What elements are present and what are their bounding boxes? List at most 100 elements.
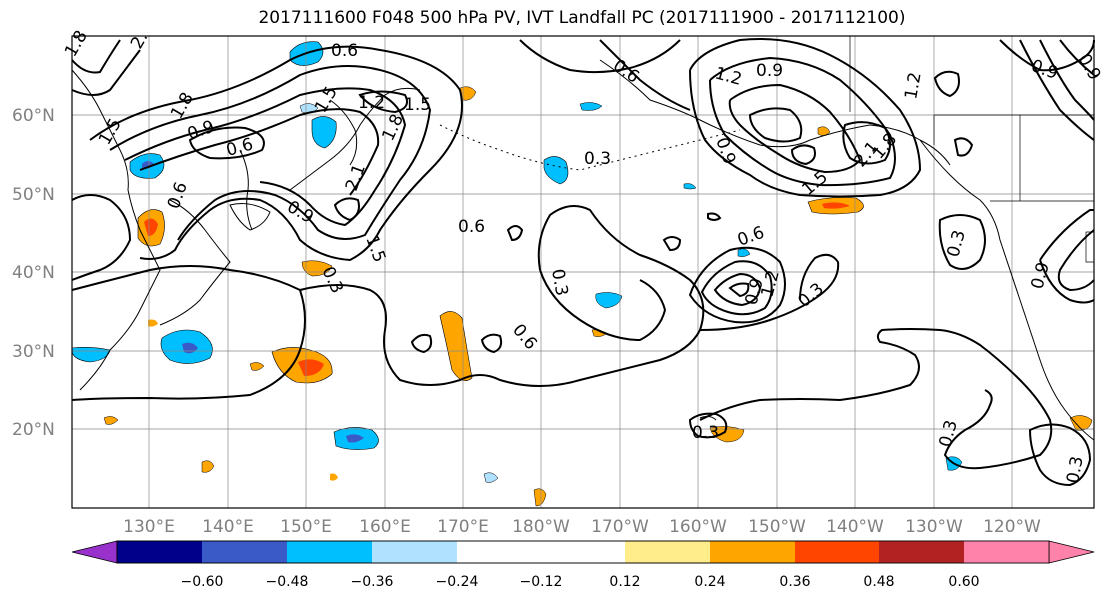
positive-anomaly-patch: [201, 460, 215, 473]
lon-label: 130°W: [905, 517, 963, 537]
contour-label: 0.3: [547, 267, 571, 297]
colorbar-segment: [964, 541, 1049, 563]
map-frame: [71, 35, 1095, 509]
lat-label: 60°N: [12, 106, 55, 126]
contour-label: 0.9: [756, 61, 783, 81]
colorbar-segment: [117, 541, 202, 563]
contour-label: 1.2: [713, 64, 744, 90]
coastlines: [71, 59, 1095, 441]
contour-label: 0.6: [458, 217, 485, 237]
contour-label: 1.2: [901, 71, 925, 101]
positive-anomaly-patch: [330, 473, 338, 481]
colorbar: [71, 540, 1095, 564]
contour-label: 0.9: [1028, 260, 1054, 291]
positive-anomaly-patch: [298, 359, 324, 376]
contour-label: 1.8: [61, 27, 92, 60]
negative-anomaly-patch: [683, 183, 697, 190]
negative-anomaly-patch: [311, 116, 337, 149]
lon-label: 130°E: [123, 517, 175, 537]
contour-label: 0.3: [584, 149, 611, 169]
colorbar-tick-label: −0.48: [266, 574, 309, 590]
borders: [849, 36, 1094, 263]
longitude-axis: 130°E 140°E 150°E 160°E 170°E 180°W 170°…: [123, 517, 1041, 537]
colorbar-tick-label: −0.24: [436, 574, 479, 590]
colorbar-tick-label: −0.12: [520, 574, 563, 590]
lon-label: 120°W: [983, 517, 1041, 537]
contour-label: 0.3: [936, 418, 962, 449]
lat-label: 40°N: [12, 263, 55, 283]
colorbar-segment: [287, 541, 372, 563]
positive-anomaly-patch: [439, 311, 473, 381]
contour-label: 0.3: [944, 228, 970, 259]
colorbar-segment: [625, 541, 710, 563]
negative-anomaly-patch: [579, 102, 603, 111]
negative-anomaly-patch: [346, 434, 364, 443]
lon-label: 170°W: [591, 517, 649, 537]
colorbar-max-extend: [1048, 540, 1095, 564]
pv-contours: [71, 38, 1095, 487]
lon-label: 160°W: [669, 517, 727, 537]
negative-anomaly-patch: [543, 156, 569, 185]
colorbar-tick-label: −0.36: [351, 574, 394, 590]
lat-label: 30°N: [12, 342, 55, 362]
contour-label: 0.6: [508, 320, 541, 354]
colorbar-segment: [457, 541, 541, 563]
graticule: [72, 36, 1094, 508]
positive-anomaly-patch: [249, 362, 265, 371]
positive-anomaly-patch: [103, 416, 119, 425]
map-title: 2017111600 F048 500 hPa PV, IVT Landfall…: [258, 8, 906, 28]
negative-anomaly-patch: [737, 248, 751, 257]
contour-label: 1.8: [378, 111, 408, 144]
lon-label: 160°E: [359, 517, 411, 537]
colorbar-segment: [202, 541, 287, 563]
lon-label: 180°W: [512, 517, 570, 537]
contour-label: 0.3: [1063, 455, 1087, 485]
colorbar-frame: [116, 540, 1050, 564]
lon-label: 150°E: [280, 517, 332, 537]
contour-label: 0.3: [692, 423, 719, 443]
colorbar-segment: [372, 541, 457, 563]
positive-anomaly-patch: [533, 488, 547, 507]
colorbar-tick-label: 0.24: [694, 574, 725, 590]
contour-label: 0.6: [164, 179, 192, 211]
positive-anomaly-patch: [822, 202, 850, 209]
lon-label: 140°E: [202, 517, 254, 537]
colorbar-tick-label: −0.60: [181, 574, 224, 590]
positive-anomaly-patch: [148, 319, 158, 327]
contour-label: 0.6: [735, 223, 767, 251]
contour-label: 0.9: [1028, 56, 1060, 84]
positive-anomaly-patch: [817, 126, 831, 136]
contour-label: 0.9: [185, 117, 217, 145]
contour-label: 1.2: [758, 268, 784, 299]
colorbar-segment: [795, 541, 879, 563]
contour-label: 0.9: [711, 135, 739, 167]
contour-label: 2.: [127, 28, 152, 52]
latitude-axis: 60°N 50°N 40°N 30°N 20°N: [12, 106, 55, 440]
colorbar-tick-label: 0.60: [948, 574, 979, 590]
negative-anomaly-patch: [595, 292, 623, 309]
lon-label: 150°W: [748, 517, 806, 537]
colorbar-min-extend: [71, 540, 118, 564]
contour-label: 2.1: [342, 161, 370, 193]
colorbar-segment: [879, 541, 964, 563]
contour-label: 1.2: [358, 93, 385, 113]
contour-label: 0.9: [1074, 51, 1105, 84]
lat-label: 50°N: [12, 185, 55, 205]
contour-label: 0.6: [331, 41, 358, 61]
contour-label: 1.5: [404, 95, 431, 115]
negative-anomaly-patch: [483, 472, 499, 483]
lon-label: 170°E: [437, 517, 489, 537]
positive-anomaly-patch: [144, 218, 158, 236]
lon-label: 140°W: [826, 517, 884, 537]
colorbar-ticks: −0.60 −0.48 −0.36 −0.24 −0.12 0.12 0.24 …: [181, 574, 980, 590]
colorbar-tick-label: 0.12: [609, 574, 640, 590]
colorbar-segment: [541, 541, 625, 563]
positive-anomaly-patch: [1069, 415, 1093, 431]
colorbar-tick-label: 0.48: [863, 574, 894, 590]
colorbar-segment: [710, 541, 795, 563]
contour-label: 0.6: [609, 56, 643, 88]
lat-label: 20°N: [12, 420, 55, 440]
colorbar-tick-label: 0.36: [779, 574, 810, 590]
contour-label: 1.8: [167, 89, 198, 122]
